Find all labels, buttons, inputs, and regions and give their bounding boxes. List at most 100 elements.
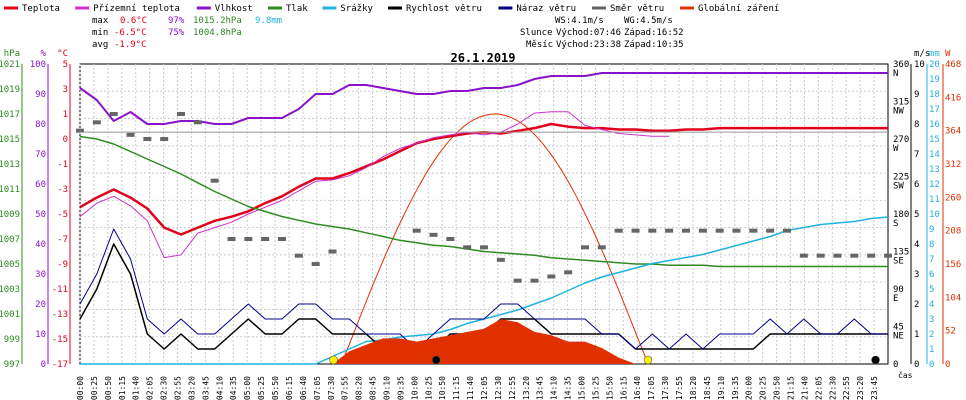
wind-direction-point <box>210 178 219 183</box>
sun-rise: Východ:07:46 <box>556 28 621 38</box>
axis-hpa-tick: 999 <box>4 335 20 345</box>
axis-mm-tick: 5 <box>929 285 934 295</box>
axis-w-tick: 260 <box>945 193 961 203</box>
axis-mm-tick: 12 <box>929 180 940 190</box>
axis-mm-tick: 11 <box>929 195 940 205</box>
x-tick-label: 07:05 <box>313 376 322 400</box>
axis-mm-tick: 6 <box>929 270 934 280</box>
axis-dir-tick: NW <box>893 107 904 117</box>
wind-direction-point <box>816 253 825 258</box>
x-tick-label: 14:10 <box>550 376 559 400</box>
axis-pct-tick: 10 <box>35 330 46 340</box>
x-tick-label: 11:40 <box>466 376 475 400</box>
legend-item: Náraz větru <box>498 4 576 14</box>
axis-hpa-tick: 1013 <box>0 160 20 170</box>
wind-direction-point <box>294 253 303 258</box>
axis-temp-tick: 0 <box>63 135 68 145</box>
x-tick-label: 15:00 <box>578 376 587 400</box>
axis-mm-tick: 3 <box>929 315 934 325</box>
axis-dir-tick: N <box>893 69 898 79</box>
axis-dir-tick: E <box>893 294 898 304</box>
axis-mm-tick: 16 <box>929 120 940 130</box>
axis-ms-tick: 5 <box>914 210 919 220</box>
x-tick-label: 18:45 <box>703 376 712 400</box>
x-tick-label: 21:40 <box>800 376 809 400</box>
x-tick-label: 01:15 <box>118 376 127 400</box>
axis-hpa-tick: 1001 <box>0 310 20 320</box>
legend: Teplota Přízemní teplota Vlhkost Tlak Srážky… <box>4 4 779 14</box>
x-tick-label: 01:40 <box>132 376 141 400</box>
axis-hpa-tick: 1015 <box>0 135 20 145</box>
x-tick-label: 07:55 <box>341 376 350 400</box>
x-tick-label: 09:10 <box>382 376 391 400</box>
wind-direction-point <box>631 228 640 233</box>
stat-min-temp: -6.5°C <box>114 28 147 38</box>
x-tick-label: 16:15 <box>619 376 628 400</box>
wind-direction-point <box>682 228 690 233</box>
wind-direction-point <box>513 278 522 283</box>
x-tick-label: 06:40 <box>299 376 308 400</box>
legend-label: Teplota <box>22 4 60 14</box>
axis-hpa-tick: 1011 <box>0 185 20 195</box>
axis-temp-tick: -9 <box>57 260 68 270</box>
stat-avg-label: avg <box>92 40 108 50</box>
axis-ms-tick: 1 <box>914 330 919 340</box>
wind-direction-point <box>496 257 505 262</box>
sun-set: Západ:16:52 <box>624 28 684 38</box>
x-tick-label: 13:20 <box>522 376 531 400</box>
sunset-marker <box>643 355 653 365</box>
axis-mm-tick: 19 <box>929 75 940 85</box>
axis-dir-tick: 360 <box>893 60 909 70</box>
moon-rise: Východ:23:38 <box>556 40 621 50</box>
x-tick-label: 06:15 <box>285 376 294 400</box>
x-tick-label: 13:45 <box>536 376 545 400</box>
axis-temp-tick: 5 <box>63 60 68 70</box>
x-tick-label: 19:10 <box>717 376 726 400</box>
axis-dir-tick: 225 <box>893 173 909 183</box>
x-tick-label: 19:35 <box>731 376 740 400</box>
wind-direction-point <box>311 262 320 266</box>
axis-w-tick: 208 <box>945 227 961 237</box>
wind-direction-point <box>143 137 152 141</box>
stat-max-pres: 1015.2hPa <box>193 16 242 26</box>
stat-min-pres: 1004.8hPa <box>193 28 242 38</box>
axis-dir-tick: 315 <box>893 98 909 108</box>
x-tick-label: 18:20 <box>689 376 698 400</box>
legend-item: Tlak <box>268 4 308 14</box>
x-tick-label: 11:15 <box>452 376 461 400</box>
x-tick-label: 22:55 <box>842 376 851 400</box>
x-tick-label: 10:00 <box>410 376 419 400</box>
axis-dir-tick: 135 <box>893 248 909 258</box>
x-tick-label: 00:25 <box>90 376 99 400</box>
wind-direction-point <box>648 228 657 233</box>
wind-direction-point <box>193 120 202 125</box>
axis-dir-tick: S <box>893 219 898 229</box>
axis-hpa-tick: 1019 <box>0 85 20 95</box>
x-tick-label: 20:25 <box>759 376 768 400</box>
axis-temp-tick: -1 <box>57 160 68 170</box>
wind-direction-point <box>766 228 775 233</box>
series-line-n-raz-v-tru <box>79 228 888 350</box>
axis-w-unit: W <box>945 49 951 59</box>
x-tick-label: 21:15 <box>786 376 795 400</box>
stat-min-label: min <box>92 28 108 38</box>
axis-mm-tick: 20 <box>929 60 940 70</box>
stat-max-label: max <box>92 16 109 26</box>
axis-mm-tick: 4 <box>929 300 934 310</box>
axis-mm-tick: 17 <box>929 105 940 115</box>
wind-direction-point <box>480 245 488 250</box>
stat-max-hum: 97% <box>168 16 185 26</box>
wind-direction-point <box>715 228 724 233</box>
axis-hpa-tick: 1021 <box>0 60 20 70</box>
x-axis-unit: čas <box>898 370 913 380</box>
axis-mm-tick: 13 <box>929 165 940 175</box>
axis-temp-unit: °C <box>57 49 68 59</box>
wind-direction-point <box>783 228 791 233</box>
x-tick-label: 22:30 <box>828 376 837 400</box>
axis-dir-tick: 90 <box>893 285 904 295</box>
axis-dir-tick: 180 <box>893 210 909 220</box>
legend-item: Rychlost větru <box>388 4 482 14</box>
x-tick-label: 20:00 <box>745 376 754 400</box>
x-tick-label: 12:05 <box>480 376 489 400</box>
axis-hpa-tick: 997 <box>4 360 20 370</box>
